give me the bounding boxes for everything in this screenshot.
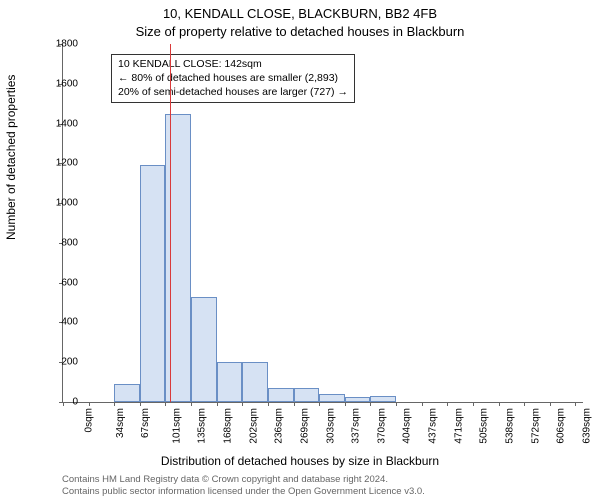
x-tick-mark: [499, 402, 500, 406]
footer-attribution: Contains HM Land Registry data © Crown c…: [62, 474, 425, 498]
x-tick-label: 572sqm: [530, 408, 541, 444]
x-tick-mark: [319, 402, 320, 406]
y-tick-label: 800: [61, 237, 78, 248]
histogram-bar: [319, 394, 345, 402]
x-tick-label: 606sqm: [556, 408, 567, 444]
y-tick-label: 1000: [56, 198, 78, 209]
plot-area: 10 KENDALL CLOSE: 142sqm ← 80% of detach…: [62, 44, 583, 403]
y-tick-label: 0: [72, 397, 78, 408]
x-tick-mark: [114, 402, 115, 406]
histogram-bar: [217, 362, 243, 402]
x-tick-mark: [524, 402, 525, 406]
x-tick-mark: [370, 402, 371, 406]
footer-line: Contains HM Land Registry data © Crown c…: [62, 474, 425, 486]
histogram-bar: [191, 297, 217, 402]
x-tick-label: 639sqm: [581, 408, 592, 444]
x-tick-label: 269sqm: [300, 408, 311, 444]
x-tick-label: 337sqm: [351, 408, 362, 444]
y-tick-label: 1200: [56, 158, 78, 169]
annotation-line: ← 80% of detached houses are smaller (2,…: [118, 71, 348, 85]
y-tick-label: 1600: [56, 78, 78, 89]
histogram-bar: [268, 388, 294, 402]
x-tick-mark: [140, 402, 141, 406]
histogram-bar: [242, 362, 268, 402]
y-tick-label: 600: [61, 277, 78, 288]
x-tick-label: 168sqm: [223, 408, 234, 444]
x-tick-mark: [217, 402, 218, 406]
x-tick-mark: [294, 402, 295, 406]
chart-container: 10, KENDALL CLOSE, BLACKBURN, BB2 4FB Si…: [0, 0, 600, 500]
y-tick-label: 200: [61, 357, 78, 368]
annotation-box: 10 KENDALL CLOSE: 142sqm ← 80% of detach…: [111, 54, 355, 103]
x-tick-label: 505sqm: [479, 408, 490, 444]
histogram-bar: [294, 388, 320, 402]
x-tick-mark: [89, 402, 90, 406]
x-tick-label: 404sqm: [402, 408, 413, 444]
x-tick-label: 0sqm: [83, 408, 94, 432]
y-axis-label: Number of detached properties: [4, 75, 18, 240]
annotation-line: 20% of semi-detached houses are larger (…: [118, 85, 348, 99]
x-tick-mark: [550, 402, 551, 406]
histogram-bar: [114, 384, 140, 402]
x-tick-label: 67sqm: [140, 408, 151, 438]
x-tick-label: 34sqm: [115, 408, 126, 438]
x-tick-mark: [242, 402, 243, 406]
x-tick-label: 471sqm: [453, 408, 464, 444]
histogram-bar: [370, 396, 396, 402]
x-tick-mark: [191, 402, 192, 406]
x-tick-label: 135sqm: [197, 408, 208, 444]
x-tick-label: 236sqm: [274, 408, 285, 444]
x-tick-label: 437sqm: [428, 408, 439, 444]
histogram-bar: [345, 397, 371, 402]
x-tick-mark: [268, 402, 269, 406]
x-axis-label: Distribution of detached houses by size …: [0, 454, 600, 468]
x-tick-label: 202sqm: [248, 408, 259, 444]
reference-line: [170, 44, 171, 402]
chart-subtitle: Size of property relative to detached ho…: [0, 24, 600, 39]
x-tick-mark: [575, 402, 576, 406]
x-tick-mark: [165, 402, 166, 406]
histogram-bar: [140, 165, 166, 402]
x-tick-label: 303sqm: [325, 408, 336, 444]
x-tick-mark: [447, 402, 448, 406]
footer-line: Contains public sector information licen…: [62, 486, 425, 498]
x-tick-label: 538sqm: [505, 408, 516, 444]
x-tick-mark: [63, 402, 64, 406]
x-tick-mark: [396, 402, 397, 406]
x-tick-mark: [422, 402, 423, 406]
x-tick-label: 370sqm: [376, 408, 387, 444]
x-tick-mark: [345, 402, 346, 406]
annotation-line: 10 KENDALL CLOSE: 142sqm: [118, 57, 348, 71]
chart-title-address: 10, KENDALL CLOSE, BLACKBURN, BB2 4FB: [0, 6, 600, 21]
x-tick-mark: [473, 402, 474, 406]
y-tick-label: 400: [61, 317, 78, 328]
y-tick-label: 1400: [56, 118, 78, 129]
x-tick-label: 101sqm: [171, 408, 182, 444]
y-tick-label: 1800: [56, 39, 78, 50]
